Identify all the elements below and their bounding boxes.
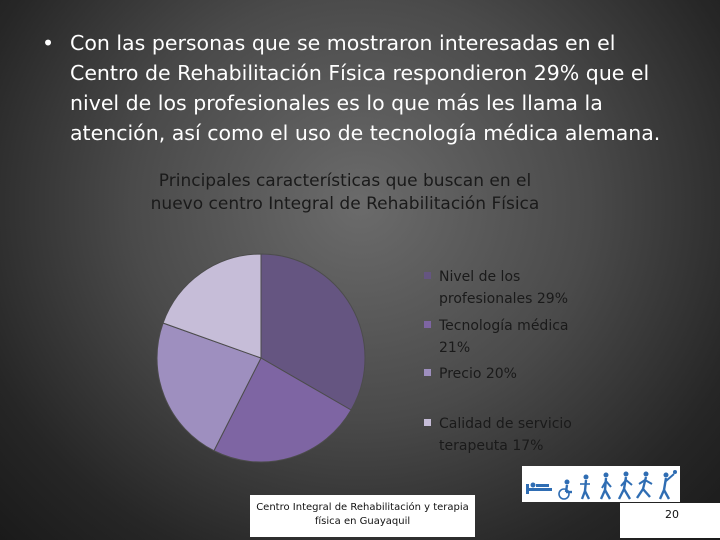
legend-swatch — [424, 272, 431, 279]
pie-chart — [156, 253, 366, 463]
bullet-paragraph: • Con las personas que se mostraron inte… — [42, 28, 682, 148]
rehabilitation-figures-icon — [526, 470, 677, 500]
legend-label: Precio 20% — [439, 366, 517, 382]
footer-caption: Centro Integral de Rehabilitación y tera… — [250, 495, 475, 537]
legend-item-4: Calidad de servicio terapeuta 17% — [424, 413, 589, 457]
chart-title: Principales características que buscan e… — [150, 171, 540, 214]
legend-item-2: Tecnología médica 21% — [424, 315, 589, 359]
legend-item-3: Precio 20% — [424, 363, 589, 385]
legend-label: Nivel de los profesionales 29% — [439, 269, 569, 307]
page-number-box: 20 — [620, 503, 720, 538]
rehabilitation-logo — [522, 466, 680, 502]
legend-label: Calidad de servicio terapeuta 17% — [439, 416, 572, 454]
pie-slice-3 — [156, 322, 262, 452]
legend-item-1: Nivel de los profesionales 29% — [424, 266, 589, 310]
legend-swatch — [424, 321, 431, 328]
pie-slice-4 — [162, 253, 262, 359]
legend-swatch — [424, 419, 431, 426]
page-number: 20 — [665, 508, 679, 521]
legend-swatch — [424, 369, 431, 376]
bullet-dot: • — [42, 31, 55, 55]
pie-slice-1 — [260, 253, 366, 411]
legend-label: Tecnología médica 21% — [439, 318, 569, 356]
bullet-text: Con las personas que se mostraron intere… — [70, 31, 661, 145]
